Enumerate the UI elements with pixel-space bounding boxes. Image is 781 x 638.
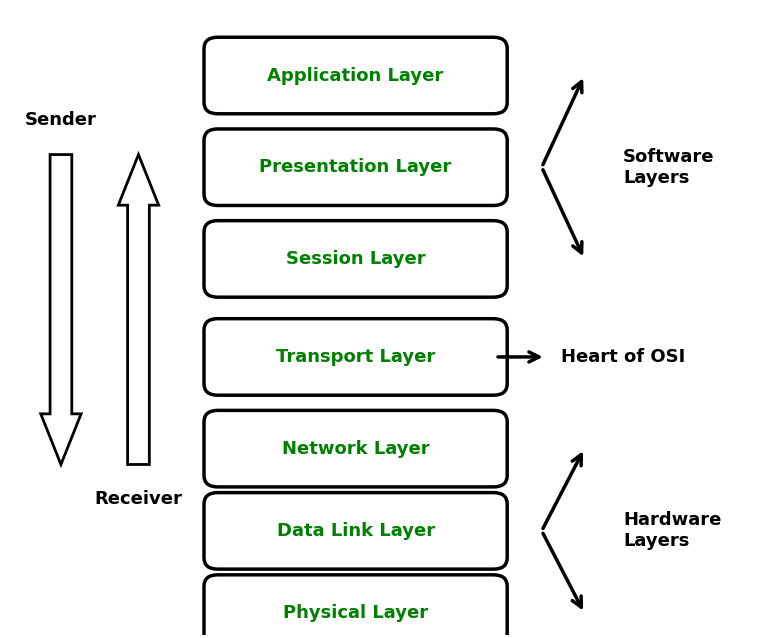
Text: Network Layer: Network Layer <box>282 440 430 457</box>
FancyBboxPatch shape <box>204 129 507 205</box>
FancyBboxPatch shape <box>204 575 507 638</box>
FancyBboxPatch shape <box>204 37 507 114</box>
Text: Receiver: Receiver <box>95 490 183 508</box>
Text: Physical Layer: Physical Layer <box>283 604 428 622</box>
Text: Heart of OSI: Heart of OSI <box>561 348 686 366</box>
FancyBboxPatch shape <box>204 493 507 569</box>
FancyBboxPatch shape <box>204 221 507 297</box>
Polygon shape <box>41 154 81 464</box>
Text: Transport Layer: Transport Layer <box>276 348 435 366</box>
Text: Presentation Layer: Presentation Layer <box>259 158 451 176</box>
Polygon shape <box>118 154 159 464</box>
Text: Software
Layers: Software Layers <box>623 148 715 186</box>
Text: Session Layer: Session Layer <box>286 250 426 268</box>
Text: Application Layer: Application Layer <box>267 66 444 84</box>
Text: Data Link Layer: Data Link Layer <box>276 522 435 540</box>
FancyBboxPatch shape <box>204 319 507 395</box>
Text: Hardware
Layers: Hardware Layers <box>623 512 722 550</box>
FancyBboxPatch shape <box>204 410 507 487</box>
Text: Sender: Sender <box>25 111 97 130</box>
